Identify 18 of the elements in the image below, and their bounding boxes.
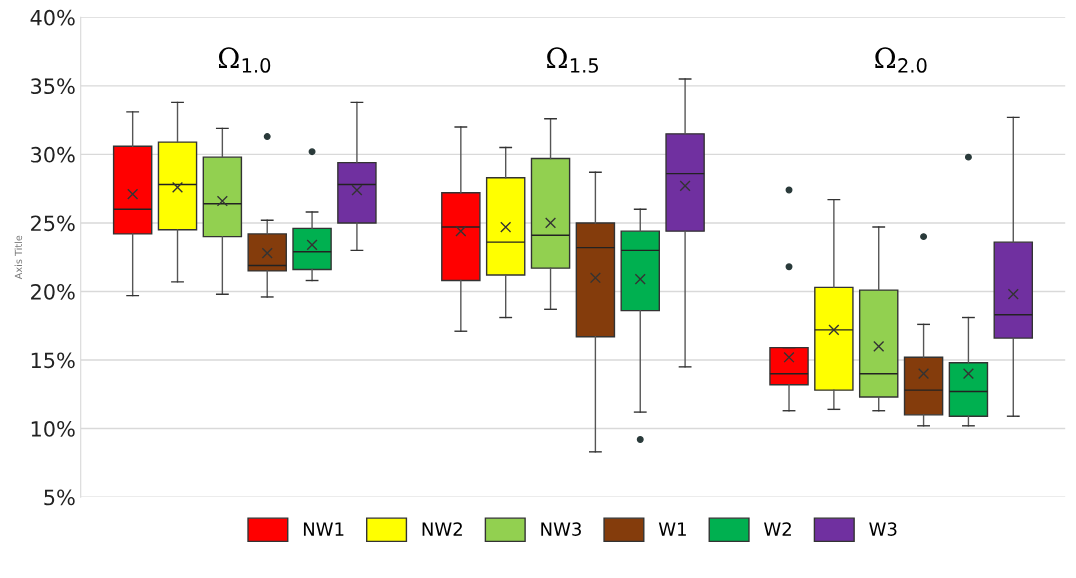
y-tick-label: 15%: [31, 352, 75, 369]
y-tick-label: 25%: [31, 215, 75, 232]
y-tick-label: 35%: [31, 78, 75, 95]
x-tick-label: Ω$_{2.0}$: [875, 47, 927, 73]
y-tick-label: 20%: [31, 283, 75, 300]
legend-label: W3: [869, 522, 897, 536]
x-tick-label: Ω$_{1.0}$: [218, 47, 271, 73]
legend-label: NW2: [422, 522, 462, 536]
legend-label: W2: [764, 522, 791, 536]
x-tick-label: Ω$_{1.5}$: [547, 47, 598, 73]
legend-label: NW1: [303, 522, 344, 536]
y-tick-label: 30%: [31, 146, 75, 163]
y-axis-title: Axis Title: [14, 235, 23, 280]
y-tick-label: 5%: [44, 489, 75, 506]
legend-label: NW3: [541, 522, 581, 536]
y-tick-label: 40%: [30, 9, 75, 26]
y-tick-label: 10%: [31, 421, 75, 437]
legend-label: W1: [658, 522, 686, 536]
